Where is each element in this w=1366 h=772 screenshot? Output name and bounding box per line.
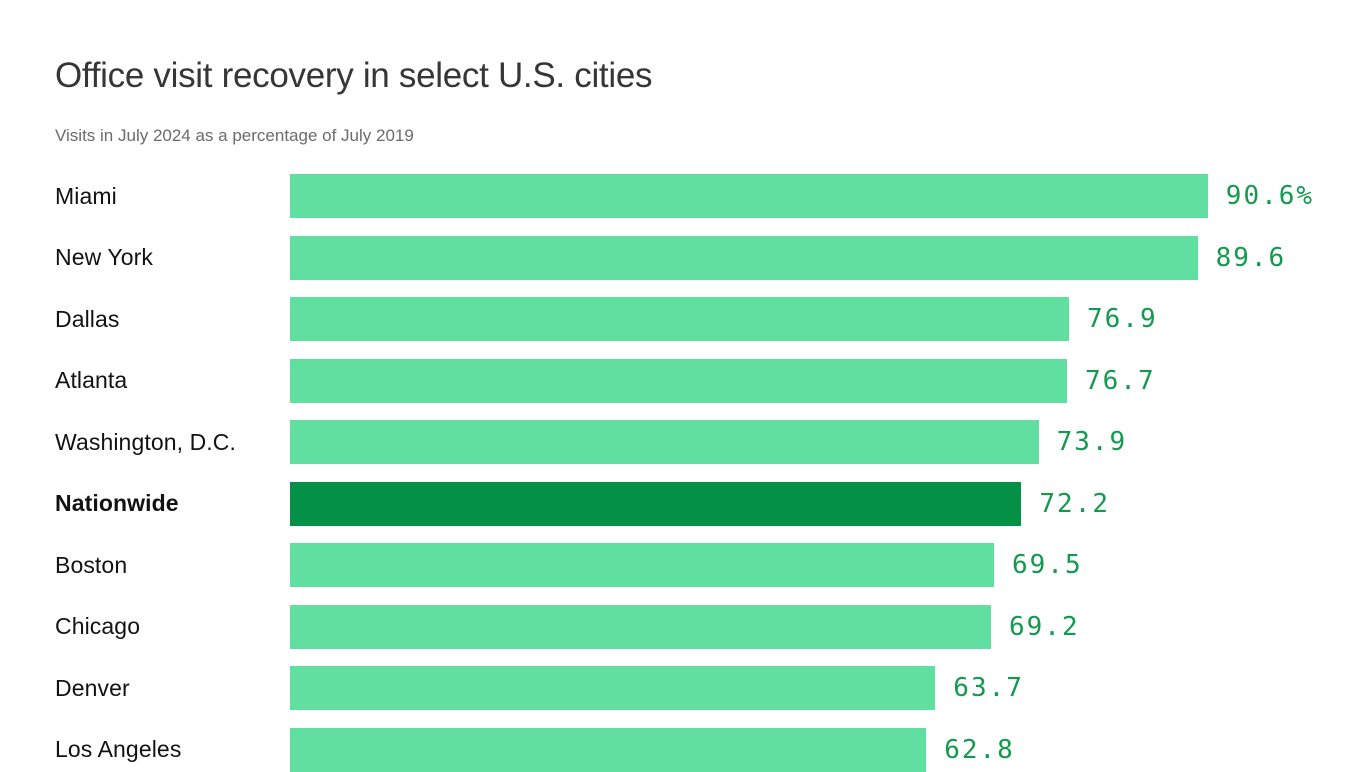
bar-label: Chicago [55,613,141,640]
bar-label: Miami [55,182,117,209]
bar-value-label: 89.6 [1215,242,1287,273]
chart-row: Nationwide 72.2 [55,481,1366,526]
bar [290,358,1067,403]
bar [290,727,927,772]
bar [290,174,1208,219]
bar-label: Washington, D.C. [55,428,236,455]
bar [290,604,991,649]
chart-title: Office visit recovery in select U.S. cit… [55,56,653,95]
bar-label: Denver [55,674,130,701]
bar [290,543,994,588]
bar-value-label: 76.9 [1087,304,1158,335]
bar-chart: Miami 90.6% New York 89.6 Dallas 76.9 Atlanta 7… [55,174,1366,772]
bar-value-label: 72.2 [1039,488,1111,519]
chart-subtitle: Visits in July 2024 as a percentage of J… [55,126,414,145]
bar-value-label: 62.8 [944,734,1015,765]
bar-highlight [290,481,1022,526]
bar-value-label: 69.5 [1012,550,1083,581]
bar-value-label: 90.6% [1225,181,1315,212]
bar [290,297,1069,342]
chart-row: Denver 63.7 [55,666,1366,711]
bar-label: Dallas [55,305,120,332]
bar-value-label: 73.9 [1056,427,1128,458]
chart-row: Washington, D.C. 73.9 [55,420,1366,465]
bar-label: Los Angeles [55,736,182,763]
chart-row: Los Angeles 62.8 [55,727,1366,772]
chart-row: Dallas 76.9 [55,297,1366,342]
bar-value-label: 76.7 [1085,365,1156,396]
bar-value-label: 69.2 [1009,611,1080,642]
chart-row: Miami 90.6% [55,174,1366,219]
bar-label: Boston [55,551,128,578]
bar-label: New York [55,244,153,271]
bar [290,235,1198,280]
chart-row: Atlanta 76.7 [55,358,1366,403]
bar-label: Atlanta [55,367,128,394]
bar-label: Nationwide [55,490,179,517]
bar [290,666,936,711]
bar-value-label: 63.7 [953,673,1024,704]
bar [290,420,1039,465]
chart-row: Chicago 69.2 [55,604,1366,649]
chart-row: Boston 69.5 [55,543,1366,588]
chart-row: New York 89.6 [55,235,1366,280]
